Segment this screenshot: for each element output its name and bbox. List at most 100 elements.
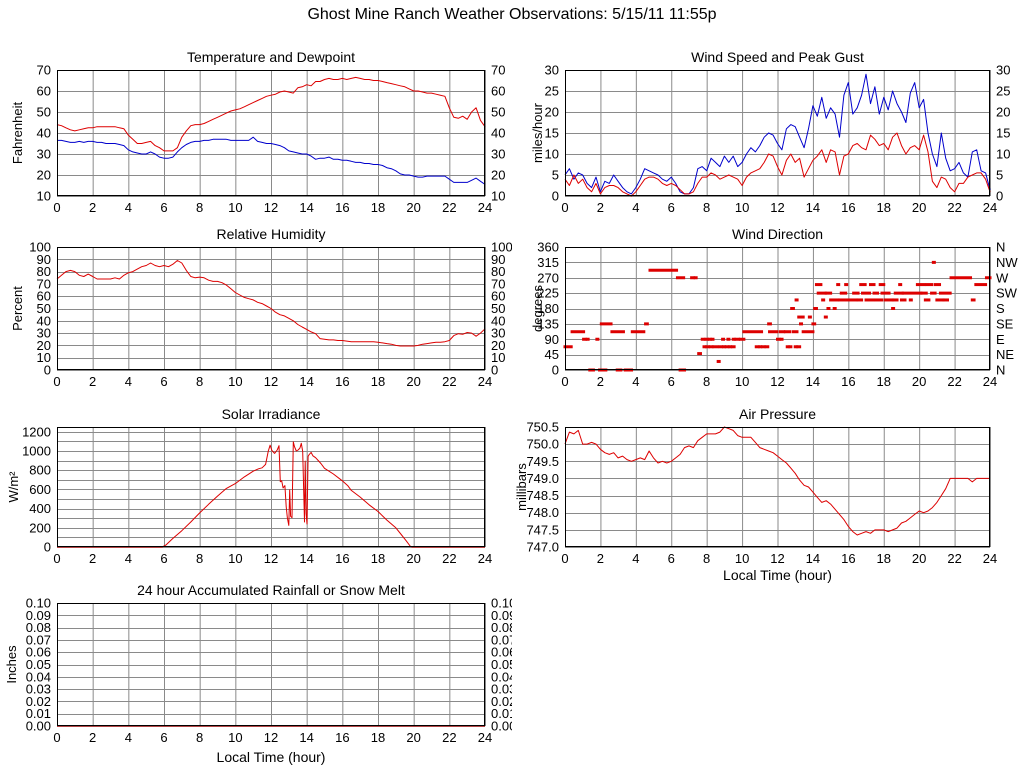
- x-tick-label: 24: [478, 200, 492, 215]
- y-tick-label: 70: [37, 276, 51, 291]
- x-tick-label: 6: [160, 551, 167, 566]
- x-tick-label: 18: [371, 551, 385, 566]
- x-tick-label: 14: [299, 551, 313, 566]
- y-tick-label: 0.07: [26, 632, 51, 647]
- y-tick-label-right: 40: [491, 126, 505, 141]
- y-tick-label-right: 60: [491, 84, 505, 99]
- y-tick-label: 400: [29, 501, 51, 516]
- y-tick-label: 360: [537, 240, 559, 255]
- x-tick-label: 4: [632, 551, 639, 566]
- y-tick-label: 30: [37, 147, 51, 162]
- y-tick-label-right: 0.07: [491, 632, 512, 647]
- y-tick-label: 0.08: [26, 620, 51, 635]
- y-tick-label: 747.5: [526, 522, 559, 537]
- x-tick-label: 0: [561, 374, 568, 389]
- series-dewpoint: [57, 136, 486, 185]
- chart-wind-speed-peak-gust: Wind Speed and Peak Gust 0 2 4 6 8 10 12 14 16 18 2…: [512, 40, 1024, 222]
- y-tick-label: 748.5: [526, 488, 559, 503]
- x-tick-label: 12: [264, 551, 278, 566]
- y-tick-label: 25: [545, 84, 559, 99]
- x-tick-label: 8: [703, 200, 710, 215]
- y-tick-label-right: 30: [996, 63, 1010, 78]
- x-tick-label: 10: [735, 551, 749, 566]
- x-tick-label: 2: [89, 200, 96, 215]
- gridlines: [57, 427, 486, 548]
- x-tick-label: 10: [735, 200, 749, 215]
- compass-label: SW: [996, 286, 1018, 301]
- x-tick-label: 2: [89, 374, 96, 389]
- x-axis-title: Local Time (hour): [723, 567, 832, 583]
- x-tick-label: 10: [228, 730, 242, 745]
- x-tick-label: 6: [668, 551, 675, 566]
- x-tick-label: 6: [160, 200, 167, 215]
- y-tick-label: 315: [537, 255, 559, 270]
- y-tick-label-right: 0: [996, 189, 1003, 204]
- x-tick-label: 22: [947, 374, 961, 389]
- plot-frame: [57, 70, 485, 196]
- y-tick-label: 20: [37, 168, 51, 183]
- x-tick-label: 20: [406, 551, 420, 566]
- y-tick-label: 0.03: [26, 682, 51, 697]
- y-tick-label-right: 15: [996, 126, 1010, 141]
- y-axis-title: millibars: [514, 463, 529, 511]
- series-peak-gust: [564, 73, 991, 195]
- y-tick-label-right: 10: [491, 189, 505, 204]
- y-tick-label: 225: [537, 286, 559, 301]
- y-tick-label: 135: [537, 316, 559, 331]
- y-tick-label: 270: [537, 270, 559, 285]
- chart-relative-humidity: Relative Humidity 0 2 4 6 8 10 12 14 16 18 20 22 24 0 0…: [0, 222, 512, 397]
- y-tick-label-right: 90: [491, 252, 505, 267]
- x-tick-label: 2: [89, 730, 96, 745]
- x-tick-label: 8: [196, 200, 203, 215]
- y-tick-label: 30: [37, 326, 51, 341]
- chart-title: Air Pressure: [739, 406, 816, 422]
- y-axis-title: Inches: [4, 645, 19, 684]
- y-tick-label: 90: [37, 252, 51, 267]
- x-tick-label: 22: [442, 200, 456, 215]
- x-tick-label: 24: [983, 374, 997, 389]
- series-temperature: [56, 76, 486, 152]
- y-tick-label-right: 0.00: [491, 719, 512, 734]
- x-tick-label: 8: [196, 551, 203, 566]
- chart-title: 24 hour Accumulated Rainfall or Snow Mel…: [137, 582, 405, 598]
- y-tick-label-right: 0: [491, 363, 498, 378]
- x-tick-label: 20: [912, 374, 926, 389]
- x-tick-label: 16: [335, 730, 349, 745]
- x-tick-label: 6: [668, 374, 675, 389]
- x-tick-label: 2: [597, 200, 604, 215]
- chart-wind-direction: Wind Direction 0 2 4 6 8 10 12 14 16 18 20 22 24 0 45 90…: [512, 222, 1024, 397]
- x-tick-label: 10: [228, 374, 242, 389]
- y-tick-label: 747.0: [526, 540, 559, 555]
- y-tick-label: 180: [537, 301, 559, 316]
- x-tick-label: 20: [912, 551, 926, 566]
- y-tick-label: 45: [545, 347, 559, 362]
- y-tick-label-right: 0.01: [491, 706, 512, 721]
- x-tick-label: 20: [406, 374, 420, 389]
- x-tick-label: 6: [160, 730, 167, 745]
- y-tick-label-right: 10: [491, 350, 505, 365]
- chart-title: Relative Humidity: [217, 226, 326, 242]
- y-tick-label-right: 50: [491, 105, 505, 120]
- x-tick-label: 8: [196, 374, 203, 389]
- x-tick-label: 2: [597, 374, 604, 389]
- y-tick-label-right: 0.02: [491, 694, 512, 709]
- series-relative-humidity: [56, 260, 486, 347]
- x-tick-label: 18: [371, 374, 385, 389]
- y-tick-label: 0.09: [26, 608, 51, 623]
- x-tick-label: 4: [125, 374, 132, 389]
- y-tick-label-right: 100: [491, 240, 512, 255]
- y-axis-title: Fahrenheit: [10, 102, 25, 165]
- compass-label: NW: [996, 255, 1018, 270]
- x-tick-label: 8: [196, 730, 203, 745]
- y-tick-label-right: 0.09: [491, 608, 512, 623]
- y-tick-label: 749.0: [526, 471, 559, 486]
- y-tick-label-right: 20: [491, 338, 505, 353]
- y-tick-label-right: 30: [491, 326, 505, 341]
- compass-label: N: [996, 363, 1005, 378]
- y-tick-label: 1000: [22, 444, 51, 459]
